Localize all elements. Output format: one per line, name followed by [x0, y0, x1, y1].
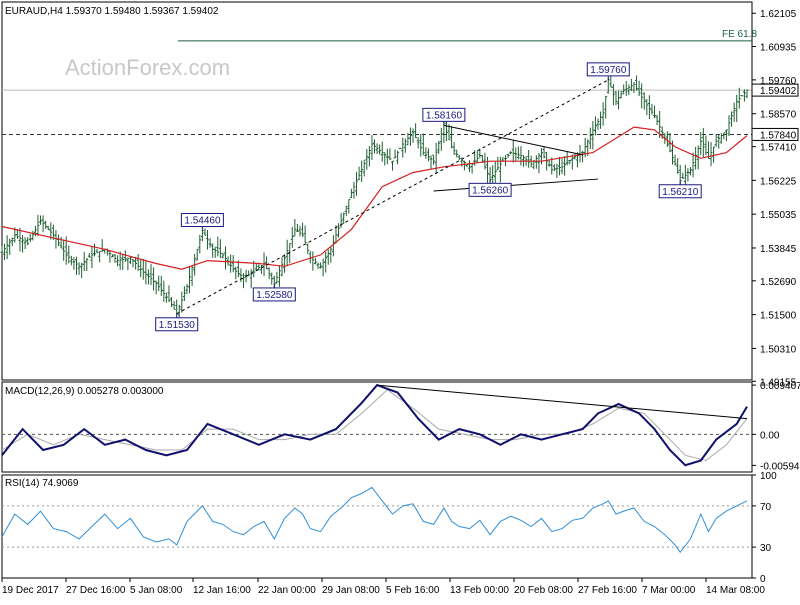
price-tick-label: 1.60935 [760, 42, 797, 53]
price-tick-label: 1.58570 [760, 110, 797, 121]
annotation-label: 1.56210 [662, 187, 699, 198]
time-tick-label: 5 Feb 16:00 [386, 585, 440, 596]
annotation-label: 1.52580 [256, 290, 293, 301]
rsi-tick-label: 30 [760, 543, 772, 554]
annotation-label: 1.58160 [426, 110, 463, 121]
price-tick-label: 1.57410 [760, 143, 797, 154]
time-tick-label: 20 Feb 08:00 [514, 585, 573, 596]
annotation-label: 1.56260 [472, 185, 509, 196]
macd-tick-label: 0.00 [760, 430, 780, 441]
price-tick-label: 1.55035 [760, 210, 797, 221]
macd-tick-label: 0.009407 [760, 381, 800, 392]
rsi-tick-label: 0 [760, 574, 766, 585]
time-tick-label: 29 Jan 08:00 [322, 585, 380, 596]
fib-label: FE 61.8 [722, 29, 757, 40]
price-tick-label: 1.53845 [760, 244, 797, 255]
time-tick-label: 14 Mar 08:00 [706, 585, 765, 596]
macd-tick-label: -0.00594 [760, 461, 800, 472]
annotation-label: 1.51530 [159, 320, 196, 331]
price-tick-label: 1.56225 [760, 176, 797, 187]
price-tick-label: 1.51500 [760, 311, 797, 322]
macd-line [1, 383, 748, 467]
macd-title: MACD(12,26,9) 0.005278 0.003000 [5, 386, 164, 397]
annotation-box [180, 213, 224, 228]
time-tick-label: 27 Feb 16:00 [578, 585, 637, 596]
price-panel-frame [1, 1, 753, 381]
time-axis: 19 Dec 2017 27 Dec 16:00 5 Jan 08:00 12 Jan… [1, 578, 765, 596]
time-tick-label: 12 Jan 16:00 [193, 585, 251, 596]
macd-frame [1, 381, 753, 473]
annotation-box [468, 182, 512, 197]
price-panel: 1.62105 1.60935 1.59760 1.58570 1.57410 1.562… [0, 1, 799, 388]
annotation-label: 1.54460 [184, 216, 221, 227]
rsi-frame [1, 474, 753, 579]
trendline [176, 79, 609, 315]
ohlc-bars [0, 75, 749, 323]
price-tick-label: 1.62105 [760, 9, 797, 20]
time-tick-label: 13 Feb 00:00 [450, 585, 509, 596]
annotation-box [658, 184, 702, 199]
time-tick-label: 19 Dec 2017 [2, 585, 59, 596]
time-tick-label: 27 Dec 16:00 [66, 585, 126, 596]
macd-signal-line [1, 389, 748, 462]
annotation-box [586, 62, 630, 77]
price-tick-label: 1.50310 [760, 344, 797, 355]
rsi-tick-label: 70 [760, 502, 772, 513]
time-tick-label: 7 Mar 00:00 [642, 585, 696, 596]
watermark: ActionForex.com [65, 55, 230, 80]
macd-panel: 0.009407 0.00 -0.00594 [1, 381, 800, 473]
annotation-box [422, 107, 466, 122]
moving-average-line [1, 126, 748, 270]
rsi-line [1, 486, 748, 554]
price-tick-label: 1.59760 [760, 76, 797, 87]
trendline [443, 124, 583, 156]
macd-trendline [377, 384, 748, 420]
trendline [433, 178, 599, 192]
resistance-label: 1.57840 [760, 130, 797, 141]
price-tick-label: 1.49155 [760, 377, 797, 388]
rsi-tick-label: 100 [760, 471, 777, 482]
annotation-box [155, 317, 199, 332]
time-tick-label: 22 Jan 00:00 [258, 585, 316, 596]
rsi-title: RSI(14) 74.9069 [5, 478, 79, 489]
current-price-label: 1.59402 [760, 86, 797, 97]
price-tick-label: 1.52690 [760, 277, 797, 288]
current-price-box [751, 83, 799, 97]
annotation-label: 1.59760 [590, 65, 627, 76]
rsi-panel: 100 70 30 0 [1, 471, 777, 585]
annotation-box [252, 287, 296, 302]
time-tick-label: 5 Jan 08:00 [130, 585, 183, 596]
price-chart-title: EURAUD,H4 1.59370 1.59480 1.59367 1.5940… [5, 6, 219, 17]
resistance-box [751, 127, 799, 141]
